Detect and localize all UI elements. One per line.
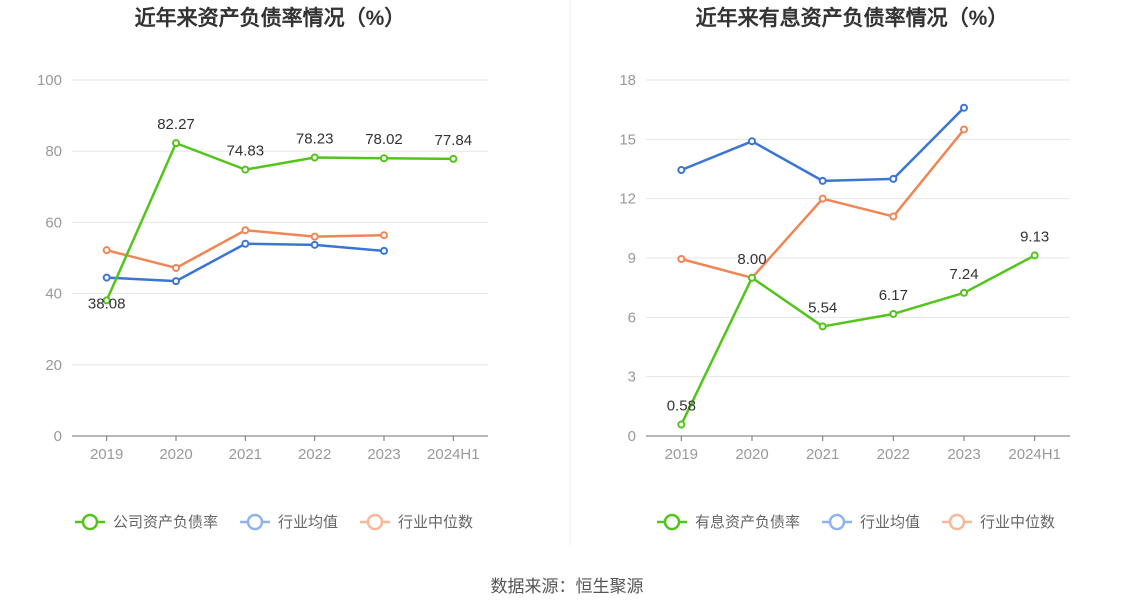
data-label: 78.02 [365,131,403,148]
data-point [677,165,686,174]
data-point [960,125,968,134]
y-tick-label: 18 [619,72,636,89]
x-tick-label: 2021 [229,446,262,463]
data-point [380,154,388,163]
data-point [748,273,756,282]
x-tick-label: 2024H1 [427,446,480,463]
data-point [172,277,180,286]
y-tick-label: 20 [45,357,62,374]
chart-title: 近年来有息资产负债率情况（%） [696,6,1009,30]
series-line-2 [106,228,385,270]
y-tick-label: 9 [628,250,636,267]
x-tick-label: 2024H1 [1008,446,1061,463]
y-tick-label: 15 [619,131,636,148]
legend-marker [366,513,384,531]
y-tick-label: 0 [54,428,62,445]
data-label: 38.08 [88,295,126,312]
x-tick-label: 2022 [298,446,331,463]
data-label: 0.58 [667,398,696,415]
data-source-note: 数据来源：恒生聚源 [491,577,644,596]
data-point [677,254,686,263]
legend-label: 行业中位数 [980,514,1055,531]
legend-marker [948,513,966,531]
data-point [102,296,111,305]
series-line-1 [106,242,385,283]
y-tick-label: 0 [628,428,636,445]
data-point [677,420,686,429]
y-tick-label: 6 [628,309,636,326]
data-point [172,139,180,148]
legend-marker [663,513,681,531]
y-tick-label: 60 [45,214,62,231]
legend-label: 行业均值 [278,514,338,531]
data-point [241,165,250,174]
legend-marker [246,513,264,531]
data-point [960,288,968,297]
data-label: 9.13 [1020,228,1049,245]
x-tick-label: 2023 [947,446,980,463]
legend-label: 行业均值 [860,514,920,531]
data-point [310,240,319,249]
legend-marker [81,513,99,531]
y-tick-label: 100 [37,72,62,89]
data-point [1030,251,1039,260]
data-point [960,103,968,112]
data-label: 78.23 [296,131,334,148]
data-point [449,154,458,163]
y-tick-label: 3 [628,369,636,386]
y-tick-label: 12 [619,191,636,208]
x-tick-label: 2023 [367,446,400,463]
data-point [889,174,898,183]
x-tick-label: 2020 [735,446,768,463]
y-tick-label: 80 [45,143,62,160]
debt-ratio-chart: 近年来资产负债率情况（%） 0 20 40 60 80 100 2019 2020 2021 202… [37,6,488,531]
series-line-0 [105,141,454,301]
interest-bearing-debt-ratio-chart: 近年来有息资产负债率情况（%） 0 3 6 9 12 15 18 2019 2020 2021 202… [619,6,1070,531]
legend-label: 行业中位数 [398,514,473,531]
data-label: 7.24 [949,266,978,283]
chart-title: 近年来资产负债率情况（%） [135,6,406,30]
data-point [241,226,250,235]
series-line-0 [680,254,1036,426]
data-point [748,137,756,146]
data-label: 74.83 [227,143,265,160]
data-point [102,273,111,282]
data-point [889,309,898,318]
x-tick-label: 2021 [806,446,839,463]
data-label: 5.54 [808,299,837,316]
data-label: 8.00 [737,251,766,268]
x-tick-label: 2019 [665,446,698,463]
x-tick-label: 2022 [877,446,910,463]
y-tick-label: 40 [45,286,62,303]
data-point [889,212,898,221]
data-point [818,322,827,331]
data-point [310,232,319,241]
data-label: 77.84 [435,132,473,149]
data-label: 82.27 [157,116,195,133]
data-point [380,246,388,255]
data-point [241,239,250,248]
legend-marker [828,513,846,531]
data-point [310,153,319,162]
series-line-1 [680,106,965,183]
x-tick-label: 2020 [159,446,192,463]
data-point [102,246,111,255]
data-point [380,231,388,240]
legend-label: 有息资产负债率 [695,514,800,531]
data-point [818,194,827,203]
data-label: 6.17 [879,287,908,304]
data-point [172,263,180,272]
data-point [818,176,827,185]
legend-label: 公司资产负债率 [113,514,218,531]
x-tick-label: 2019 [90,446,123,463]
